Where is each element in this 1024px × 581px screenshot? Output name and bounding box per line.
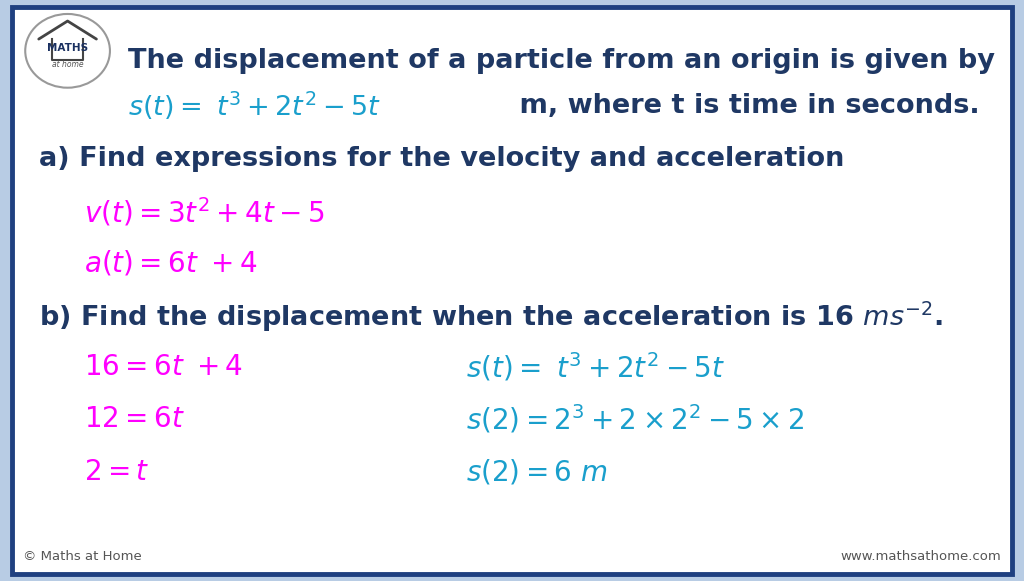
Text: a) Find expressions for the velocity and acceleration: a) Find expressions for the velocity and… bbox=[39, 146, 844, 172]
FancyBboxPatch shape bbox=[12, 7, 1012, 574]
Text: The displacement of a particle from an origin is given by: The displacement of a particle from an o… bbox=[128, 48, 995, 74]
Text: © Maths at Home: © Maths at Home bbox=[23, 550, 141, 563]
Text: MATHS: MATHS bbox=[47, 42, 88, 53]
Circle shape bbox=[26, 14, 110, 88]
Text: $12 = 6t$: $12 = 6t$ bbox=[84, 406, 184, 433]
Text: $16 = 6t \ + 4$: $16 = 6t \ + 4$ bbox=[84, 353, 243, 381]
Text: www.mathsathome.com: www.mathsathome.com bbox=[841, 550, 1001, 563]
Text: $s(2) = 6 \ m$: $s(2) = 6 \ m$ bbox=[466, 457, 607, 486]
Text: m, where t is time in seconds.: m, where t is time in seconds. bbox=[510, 93, 980, 119]
Text: $s(t) = \ t^3 + 2t^2 - 5t$: $s(t) = \ t^3 + 2t^2 - 5t$ bbox=[466, 351, 725, 383]
Text: $v(t) = 3t^2 + 4t - 5$: $v(t) = 3t^2 + 4t - 5$ bbox=[84, 196, 325, 228]
Text: b) Find the displacement when the acceleration is 16 $ms^{-2}$.: b) Find the displacement when the accele… bbox=[39, 299, 943, 334]
Text: $s(2) = 2^3 + 2 \times 2^2 - 5 \times 2$: $s(2) = 2^3 + 2 \times 2^2 - 5 \times 2$ bbox=[466, 403, 805, 436]
Text: $s(t) = \ t^3 + 2t^2 - 5t$: $s(t) = \ t^3 + 2t^2 - 5t$ bbox=[128, 89, 381, 122]
Text: $2 = t$: $2 = t$ bbox=[84, 458, 150, 486]
Text: $a(t) = 6t \ + 4$: $a(t) = 6t \ + 4$ bbox=[84, 248, 257, 277]
Text: at home: at home bbox=[52, 60, 83, 69]
